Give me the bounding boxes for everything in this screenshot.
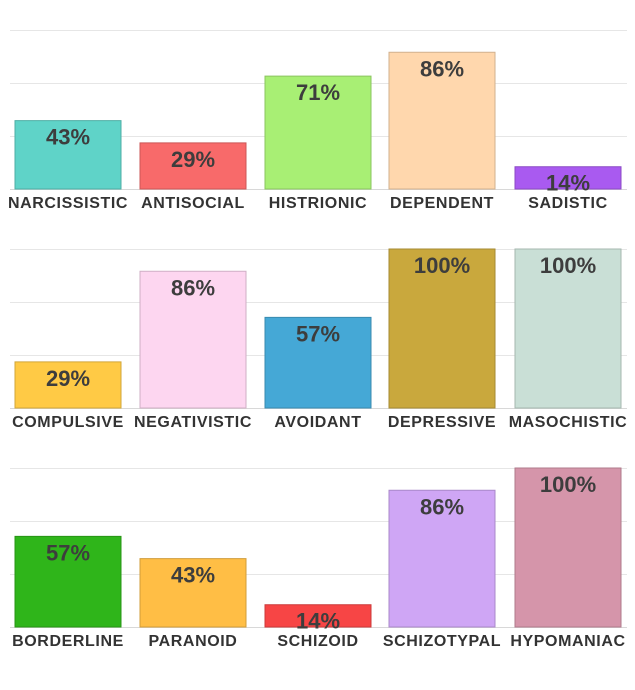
data-label-histrionic: 71% bbox=[296, 80, 340, 105]
category-label-depressive: DEPRESSIVE bbox=[388, 414, 496, 431]
data-label-sadistic: 14% bbox=[546, 171, 590, 196]
category-label-sadistic: SADISTIC bbox=[528, 195, 607, 212]
data-label-dependent: 86% bbox=[420, 56, 464, 81]
category-label-narcissistic: NARCISSISTIC bbox=[8, 195, 128, 212]
bar-narcissistic bbox=[14, 120, 122, 190]
bar-paranoid bbox=[139, 558, 247, 628]
category-label-antisocial: ANTISOCIAL bbox=[141, 195, 245, 212]
data-label-antisocial: 29% bbox=[171, 147, 215, 172]
data-label-schizoid: 14% bbox=[296, 609, 340, 634]
bar-avoidant bbox=[264, 316, 372, 409]
bar-masochistic bbox=[514, 248, 622, 409]
bar-schizoid bbox=[264, 604, 372, 628]
category-label-compulsive: COMPULSIVE bbox=[12, 414, 124, 431]
bar-antisocial bbox=[139, 142, 247, 190]
category-label-dependent: DEPENDENT bbox=[390, 195, 494, 212]
data-label-negativistic: 86% bbox=[171, 275, 215, 300]
bar-borderline bbox=[14, 535, 122, 628]
data-label-avoidant: 57% bbox=[296, 321, 340, 346]
bar-negativistic bbox=[139, 270, 247, 409]
data-label-paranoid: 43% bbox=[171, 563, 215, 588]
data-label-hypomaniac: 100% bbox=[540, 472, 596, 497]
category-label-paranoid: PARANOID bbox=[149, 633, 238, 650]
category-label-borderline: BORDERLINE bbox=[12, 633, 124, 650]
category-label-hypomaniac: HYPOMANIAC bbox=[510, 633, 625, 650]
data-label-borderline: 57% bbox=[46, 540, 90, 565]
bar-hypomaniac bbox=[514, 467, 622, 628]
category-label-schizotypal: SCHIZOTYPAL bbox=[383, 633, 501, 650]
category-label-avoidant: AVOIDANT bbox=[274, 414, 361, 431]
category-label-negativistic: NEGATIVISTIC bbox=[134, 414, 252, 431]
bar-histrionic bbox=[264, 75, 372, 190]
category-label-histrionic: HISTRIONIC bbox=[269, 195, 367, 212]
data-label-narcissistic: 43% bbox=[46, 125, 90, 150]
bar-depressive bbox=[388, 248, 496, 409]
data-label-schizotypal: 86% bbox=[420, 494, 464, 519]
data-label-depressive: 100% bbox=[414, 253, 470, 278]
bar-schizotypal bbox=[388, 489, 496, 628]
category-label-masochistic: MASOCHISTIC bbox=[509, 414, 628, 431]
bar-dependent bbox=[388, 51, 496, 190]
bar-sadistic bbox=[514, 166, 622, 190]
bar-compulsive bbox=[14, 361, 122, 409]
category-label-schizoid: SCHIZOID bbox=[277, 633, 358, 650]
data-label-masochistic: 100% bbox=[540, 253, 596, 278]
data-label-compulsive: 29% bbox=[46, 366, 90, 391]
